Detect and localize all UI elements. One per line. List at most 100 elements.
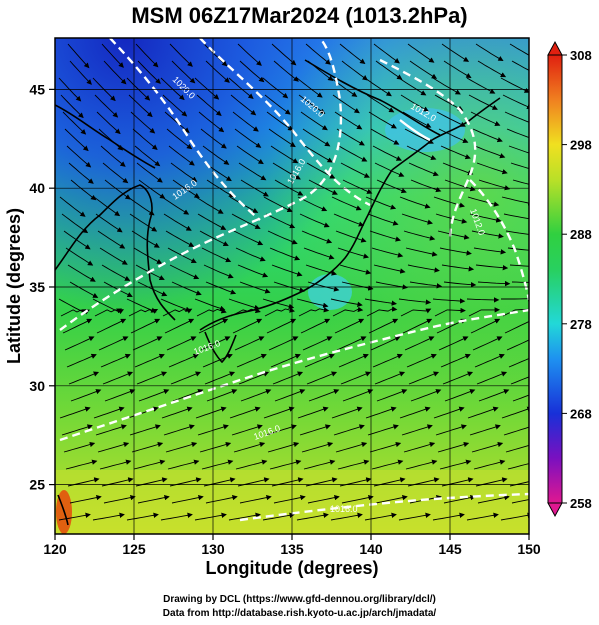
streamline: [410, 389, 442, 402]
streamline: [160, 298, 192, 312]
streamline: [402, 111, 432, 128]
streamline: [273, 494, 306, 504]
streamline: [61, 424, 93, 436]
streamline: [467, 196, 500, 207]
streamline: [95, 424, 127, 436]
map-title: MSM 06Z17Mar2024 (1013.2hPa): [131, 3, 468, 28]
streamline: [475, 264, 509, 271]
colorbar-tick-label: 258: [570, 496, 592, 511]
streamline: [228, 77, 254, 99]
streamline: [340, 371, 372, 385]
streamline: [132, 336, 163, 351]
streamline: [307, 494, 340, 504]
streamline: [264, 94, 291, 115]
streamline: [437, 441, 470, 453]
streamline: [404, 336, 435, 351]
streamline: [466, 77, 496, 94]
streamline: [367, 213, 399, 226]
streamline: [137, 494, 170, 504]
streamline: [195, 406, 227, 419]
streamline: [376, 389, 408, 402]
streamline: [238, 162, 267, 181]
streamline: [335, 441, 368, 453]
streamline: [64, 336, 95, 351]
streamline: [341, 494, 374, 504]
streamline: [67, 264, 96, 282]
streamline: [133, 459, 166, 470]
colorbar-tick-label: 278: [570, 317, 592, 332]
streamline: [373, 43, 400, 64]
streamline: [194, 298, 226, 311]
streamline: [101, 264, 131, 281]
streamline: [232, 111, 259, 132]
streamline: [265, 213, 296, 229]
streamline: [433, 406, 465, 419]
streamline: [466, 512, 499, 521]
streamline: [205, 60, 230, 83]
streamline: [60, 94, 84, 119]
streamline: [137, 60, 161, 84]
streamline: [171, 281, 202, 296]
streamline: [274, 179, 304, 196]
streamline: [263, 406, 295, 419]
streamline: [129, 424, 161, 436]
streamline: [472, 336, 503, 351]
isobar-1020-a: [109, 38, 261, 221]
streamline: [169, 264, 200, 280]
streamline: [512, 179, 529, 185]
streamline: [229, 406, 261, 419]
streamline: [64, 128, 89, 152]
streamline: [512, 394, 529, 402]
streamline: [307, 281, 340, 292]
streamline: [371, 247, 404, 258]
streamline: [138, 389, 170, 402]
honshu-coast: [199, 169, 393, 331]
streamline: [299, 213, 330, 228]
streamline: [375, 60, 403, 80]
streamline: [239, 60, 265, 83]
streamline: [232, 318, 263, 334]
streamline: [266, 111, 294, 131]
streamline: [299, 424, 331, 436]
streamline: [474, 353, 505, 368]
streamlines: [58, 43, 529, 521]
streamline: [234, 128, 262, 148]
streamline: [371, 459, 404, 470]
streamline: [398, 298, 432, 305]
streamline: [167, 247, 197, 263]
streamline: [196, 94, 222, 116]
streamline: [199, 441, 232, 453]
streamline: [339, 264, 372, 275]
streamline: [296, 298, 329, 308]
streamline: [165, 441, 198, 453]
streamline: [96, 318, 127, 334]
streamline: [405, 459, 438, 470]
streamline: [300, 111, 328, 131]
honshu-cool-patch: [308, 274, 352, 310]
streamline: [92, 512, 125, 521]
streamline: [478, 389, 510, 402]
streamline: [333, 424, 365, 436]
streamline: [195, 196, 224, 214]
streamline: [102, 162, 129, 184]
streamline: [201, 247, 232, 263]
streamline: [409, 281, 443, 289]
streamline: [437, 230, 470, 240]
streamline: [100, 353, 131, 368]
streamline: [168, 353, 199, 368]
streamline: [298, 307, 330, 317]
x-tick-label: 135: [280, 541, 304, 557]
streamline: [500, 77, 529, 93]
streamline: [441, 264, 475, 272]
streamline: [135, 43, 159, 68]
streamline: [67, 43, 90, 69]
streamline: [501, 406, 529, 419]
streamline: [408, 162, 439, 177]
streamline: [332, 94, 360, 114]
streamline: [202, 145, 230, 165]
y-tick-label: 35: [29, 279, 45, 295]
streamline: [166, 336, 197, 351]
streamline: [330, 298, 363, 307]
streamline: [63, 441, 96, 453]
streamline: [401, 424, 433, 436]
